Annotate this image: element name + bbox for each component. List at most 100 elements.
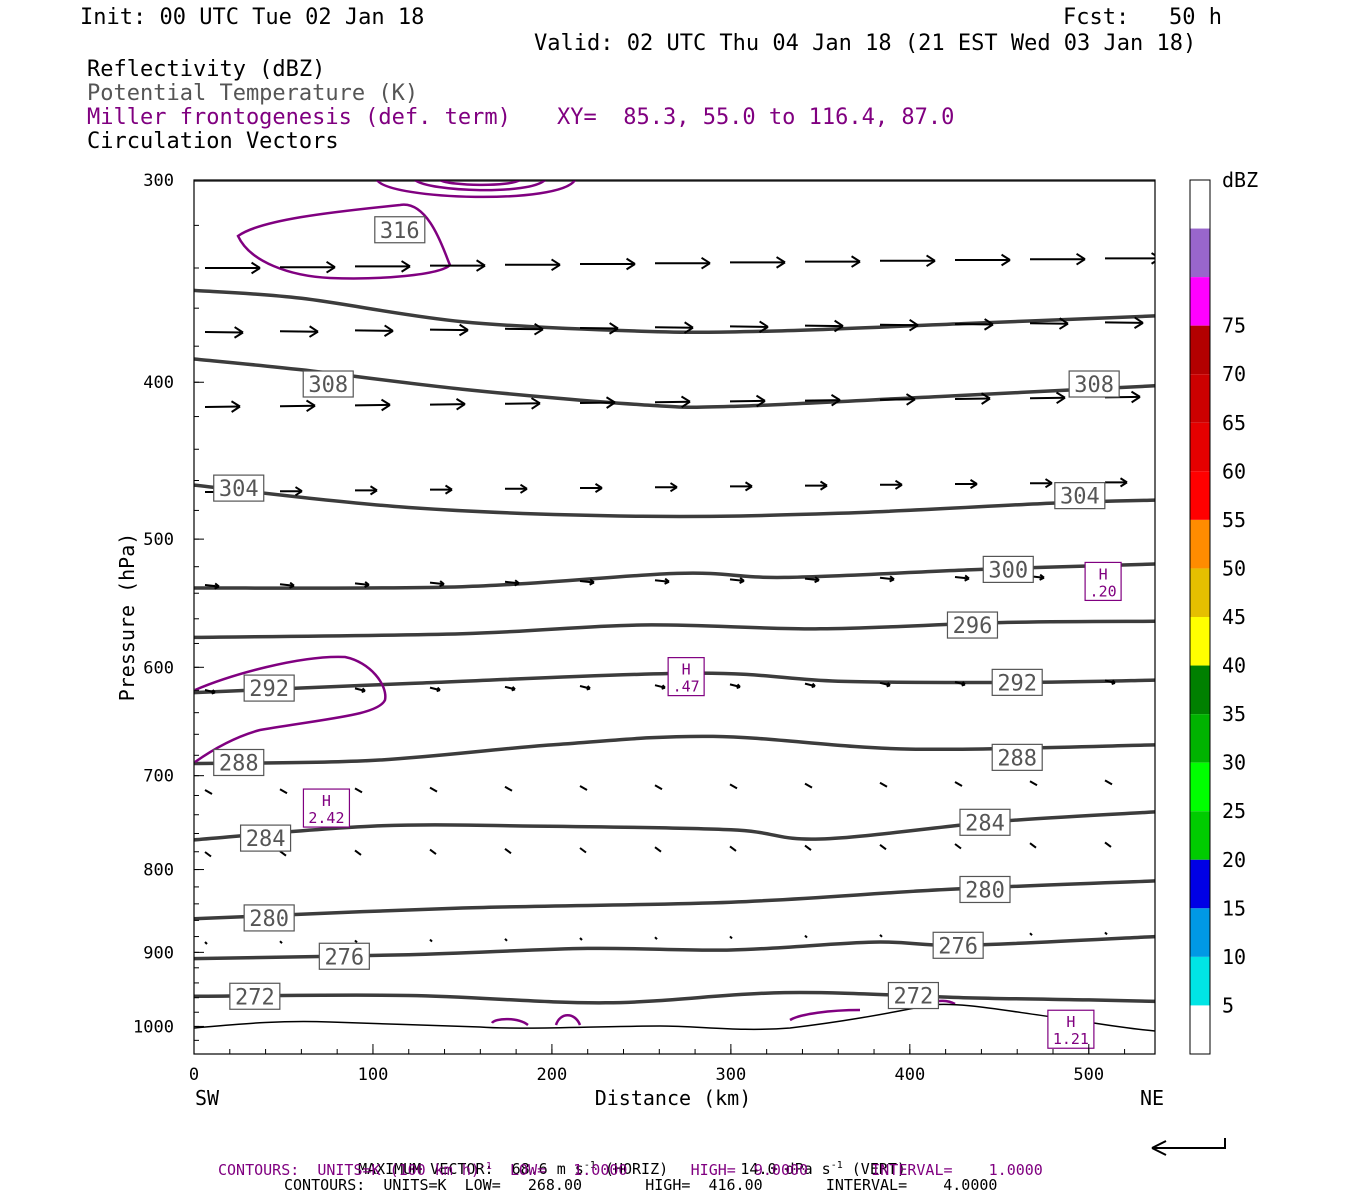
theta-label-296: 296 xyxy=(953,614,993,639)
x-axis-label: Distance (km) xyxy=(595,1086,752,1110)
vector-head xyxy=(736,683,741,689)
colorbar-label: 40 xyxy=(1222,654,1246,678)
vector-shaft xyxy=(1104,779,1113,786)
fronto-max-h: H xyxy=(1066,1013,1075,1031)
vector-shaft xyxy=(1029,842,1037,849)
theta-contour-272 xyxy=(194,990,1155,1005)
fronto-max-box xyxy=(667,657,705,697)
colorbar-segment xyxy=(1190,908,1210,957)
y-tick-label: 600 xyxy=(143,658,174,678)
vector-head xyxy=(444,484,453,495)
theta-label-box xyxy=(982,555,1034,583)
vector-shaft xyxy=(579,937,583,941)
fronto-max-value: .20 xyxy=(1090,582,1117,600)
x-end-label-left: SW xyxy=(195,1086,220,1110)
theta-label-box xyxy=(959,875,1011,904)
field-theta: Potential Temperature (K) xyxy=(87,81,419,106)
vector-shaft xyxy=(354,787,363,794)
vector-shaft xyxy=(804,934,808,939)
vector-head xyxy=(811,682,816,689)
theta-label-box xyxy=(991,668,1043,696)
theta-label-box xyxy=(229,982,281,1010)
vector-shaft xyxy=(654,326,694,329)
theta-contour-296 xyxy=(194,619,1155,640)
x-tick-label: 100 xyxy=(358,1065,389,1085)
vector-shaft xyxy=(204,405,241,408)
vector-shaft xyxy=(504,327,544,331)
vector-shaft xyxy=(504,847,512,855)
vector-head xyxy=(1058,317,1069,330)
theta-label-box xyxy=(1068,370,1120,398)
fronto-max-box xyxy=(1047,1009,1095,1049)
vector-shaft xyxy=(954,781,963,787)
vector-shaft xyxy=(729,845,737,852)
colorbar-segment xyxy=(1190,471,1210,520)
theta-label-316: 316 xyxy=(380,219,420,244)
reference-vector-arrow xyxy=(1151,1138,1226,1156)
x-tick-label: 0 xyxy=(189,1065,199,1085)
vector-shaft xyxy=(204,584,220,588)
colorbar-label: 20 xyxy=(1222,848,1246,872)
theta-label-280: 280 xyxy=(249,907,289,932)
colorbar-label: 70 xyxy=(1222,362,1246,386)
theta-label-288: 288 xyxy=(219,751,259,776)
colorbar-segment xyxy=(1190,228,1210,278)
vector-head xyxy=(701,256,711,270)
vector-shaft xyxy=(429,786,438,793)
vector-head xyxy=(214,582,220,590)
vector-head xyxy=(755,394,766,408)
vector-head xyxy=(739,577,745,584)
vector-head xyxy=(380,398,391,412)
x-tick-label: 500 xyxy=(1073,1065,1104,1085)
vector-shaft xyxy=(654,579,670,583)
footer-theta-contours: CONTOURS: UNITS=K LOW= 268.00 HIGH= 416.… xyxy=(284,1176,998,1194)
vector-head xyxy=(664,577,670,585)
vector-head xyxy=(530,397,541,410)
vector-shaft xyxy=(279,788,288,795)
vector-head xyxy=(608,322,619,335)
vector-shaft xyxy=(804,782,813,789)
colorbar-label: 50 xyxy=(1222,556,1246,580)
vector-shaft xyxy=(654,784,663,791)
vector-shaft xyxy=(354,329,394,332)
y-tick-label: 300 xyxy=(143,171,174,191)
vector-shaft xyxy=(579,580,595,584)
theta-label-308: 308 xyxy=(1074,373,1114,398)
theta-label-272: 272 xyxy=(235,985,275,1010)
vector-shaft xyxy=(729,578,745,582)
vector-head xyxy=(519,483,528,494)
vector-head xyxy=(830,394,841,407)
vector-shaft xyxy=(954,323,994,326)
colorbar-label: 5 xyxy=(1222,993,1234,1017)
vector-shaft xyxy=(429,938,433,943)
vector-head xyxy=(1055,391,1066,405)
colorbar-segment xyxy=(1190,617,1210,666)
theta-contour-288 xyxy=(194,734,1155,766)
vector-shaft xyxy=(279,330,319,333)
vector-shaft xyxy=(504,938,508,942)
vector-head xyxy=(683,321,694,334)
theta-label-304: 304 xyxy=(219,477,259,502)
forecast-hour: Fcst: 50 h xyxy=(1063,5,1222,30)
theta-label-box xyxy=(374,216,426,244)
vector-head xyxy=(289,581,295,589)
vector-shaft xyxy=(729,783,738,790)
vector-shaft xyxy=(729,935,733,940)
vector-head xyxy=(439,580,445,588)
vector-shaft xyxy=(879,576,895,581)
vector-head xyxy=(326,260,336,274)
vector-shaft xyxy=(579,847,587,854)
colorbar-segment xyxy=(1190,422,1210,472)
vector-head xyxy=(905,393,916,406)
fronto-max-box xyxy=(1084,561,1122,602)
vector-shaft xyxy=(279,583,295,587)
vector-head xyxy=(364,581,370,588)
theta-label-box xyxy=(991,743,1043,771)
theta-label-308: 308 xyxy=(308,373,348,398)
field-circulation: Circulation Vectors xyxy=(87,129,339,154)
fronto-max-h: H xyxy=(682,661,691,679)
vector-head xyxy=(594,483,603,493)
theta-label-box xyxy=(946,611,999,639)
vector-head xyxy=(211,689,216,695)
theta-label-box xyxy=(302,370,354,398)
